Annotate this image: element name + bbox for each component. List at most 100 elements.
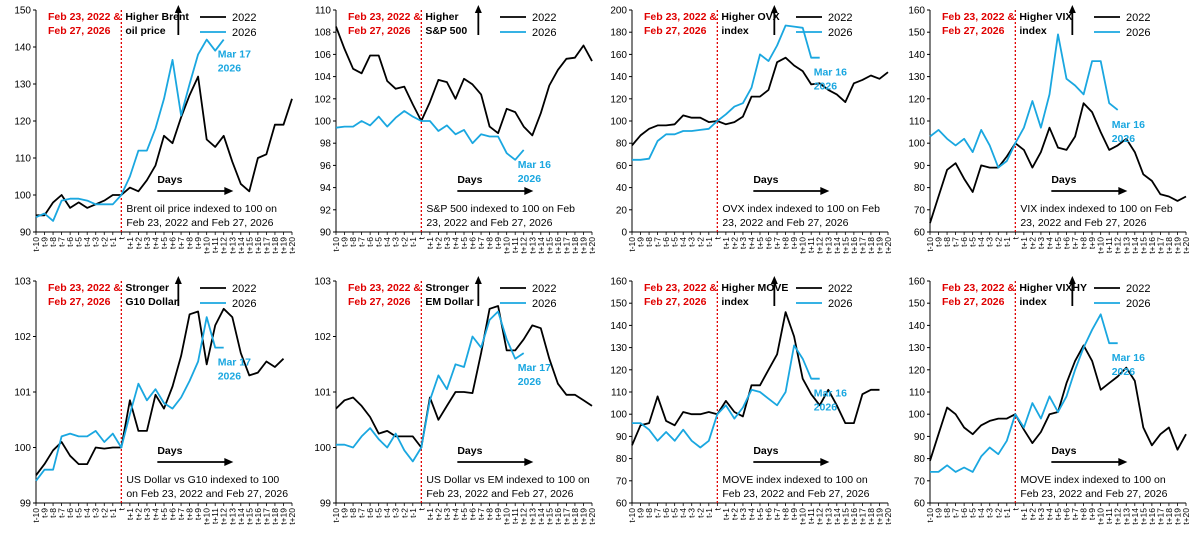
x-tick-label: t-3 bbox=[391, 237, 401, 247]
end-label: 2026 bbox=[518, 173, 542, 185]
up-arrow-head-icon bbox=[1068, 276, 1076, 284]
legend-label-2026: 2026 bbox=[232, 298, 256, 310]
x-tick-label: t-2 bbox=[993, 508, 1003, 518]
date-label: Feb 27, 2026 bbox=[942, 25, 1005, 37]
x-tick-label: t+19 bbox=[1172, 237, 1182, 254]
right-arrow-head-icon bbox=[524, 187, 534, 195]
x-tick-label: t+15 bbox=[244, 508, 254, 525]
x-tick-label: t-8 bbox=[942, 237, 952, 247]
x-tick-label: t+18 bbox=[1164, 237, 1174, 254]
series-line-2026 bbox=[632, 24, 820, 161]
x-tick-label: t-6 bbox=[65, 508, 75, 518]
chart-g10: 99100101102103t-10t-9t-8t-7t-6t-5t-4t-3t… bbox=[14, 276, 297, 525]
y-tick-label: 60 bbox=[914, 228, 926, 239]
y-tick-label: 106 bbox=[314, 50, 331, 61]
y-tick-label: 130 bbox=[610, 343, 627, 354]
date-label: Feb 27, 2026 bbox=[48, 296, 111, 308]
x-tick-label: t+13 bbox=[823, 508, 833, 525]
x-tick-label: t-9 bbox=[934, 237, 944, 247]
x-tick-label: t+10 bbox=[502, 508, 512, 525]
y-tick-label: 140 bbox=[908, 50, 925, 61]
y-tick-label: 103 bbox=[314, 277, 331, 288]
x-tick-label: t+8 bbox=[485, 237, 495, 249]
x-tick-label: t+7 bbox=[476, 508, 486, 520]
x-tick-label: t+17 bbox=[1155, 508, 1165, 525]
legend-label-2022: 2022 bbox=[232, 283, 256, 295]
x-tick-label: t+12 bbox=[519, 237, 529, 254]
x-tick-label: t-5 bbox=[74, 508, 84, 518]
series-line-2022 bbox=[35, 307, 285, 476]
x-tick-label: t+14 bbox=[1130, 237, 1140, 254]
days-label: Days bbox=[1051, 174, 1076, 186]
x-tick-label: t+9 bbox=[193, 237, 203, 249]
y-tick-label: 150 bbox=[610, 299, 627, 310]
end-label: Mar 17 bbox=[518, 362, 551, 374]
x-tick-label: t+1 bbox=[1019, 237, 1029, 249]
x-tick-label: t-5 bbox=[374, 237, 384, 247]
x-tick-label: t+10 bbox=[202, 237, 212, 254]
index-note: Feb 23, 2022 and Feb 27, 2026 bbox=[722, 488, 869, 500]
direction-label: S&P 500 bbox=[425, 25, 467, 37]
x-tick-label: t-8 bbox=[348, 237, 358, 247]
index-note: Feb 23, 2022 and Feb 27, 2026 bbox=[426, 488, 573, 500]
chart-spx: 9092949698100102104106108110t-10t-9t-8t-… bbox=[314, 5, 597, 254]
direction-label: index bbox=[721, 296, 749, 308]
right-arrow-head-icon bbox=[524, 458, 534, 466]
y-tick-label: 150 bbox=[14, 6, 31, 17]
end-label: Mar 16 bbox=[1112, 352, 1145, 364]
x-tick-label: t+6 bbox=[764, 237, 774, 249]
x-tick-label: t+19 bbox=[874, 237, 884, 254]
x-tick-label: t+16 bbox=[253, 508, 263, 525]
x-tick-label: t-9 bbox=[40, 508, 50, 518]
legend-label-2022: 2022 bbox=[532, 283, 556, 295]
x-tick-label: t+5 bbox=[1053, 237, 1063, 249]
y-tick-label: 103 bbox=[14, 277, 31, 288]
x-tick-label: t+4 bbox=[150, 508, 160, 520]
x-tick-label: t+2 bbox=[729, 237, 739, 249]
legend-label-2022: 2022 bbox=[232, 12, 256, 24]
x-tick-label: t bbox=[116, 507, 126, 510]
x-tick-label: t+11 bbox=[1104, 508, 1114, 524]
x-tick-label: t-4 bbox=[678, 508, 688, 518]
legend-label-2026: 2026 bbox=[1126, 27, 1150, 39]
x-tick-label: t-7 bbox=[57, 237, 67, 247]
right-arrow-head-icon bbox=[224, 458, 234, 466]
x-tick-label: t-4 bbox=[382, 508, 392, 518]
x-tick-label: t+20 bbox=[1181, 508, 1191, 525]
x-tick-label: t+8 bbox=[185, 237, 195, 249]
x-tick-label: t-10 bbox=[31, 237, 41, 252]
x-tick-label: t+6 bbox=[764, 508, 774, 520]
x-tick-label: t+2 bbox=[1027, 508, 1037, 520]
x-tick-label: t+8 bbox=[1079, 237, 1089, 249]
index-note: Feb 23, 2022 and Feb 27, 2026 bbox=[126, 217, 273, 229]
x-tick-label: t+10 bbox=[502, 237, 512, 254]
y-tick-label: 150 bbox=[908, 299, 925, 310]
x-tick-label: t-2 bbox=[399, 508, 409, 518]
x-tick-label: t-9 bbox=[636, 508, 646, 518]
date-label: Feb 23, 2022 & bbox=[348, 11, 421, 23]
y-tick-label: 140 bbox=[610, 321, 627, 332]
x-tick-label: t+9 bbox=[493, 237, 503, 249]
date-label: Feb 23, 2022 & bbox=[348, 282, 421, 294]
x-tick-label: t+13 bbox=[527, 508, 537, 525]
x-tick-label: t+13 bbox=[227, 237, 237, 254]
x-tick-label: t-3 bbox=[91, 508, 101, 518]
x-tick-label: t-2 bbox=[99, 237, 109, 247]
y-tick-label: 102 bbox=[314, 94, 331, 105]
x-tick-label: t+15 bbox=[1138, 237, 1148, 254]
x-tick-label: t+20 bbox=[587, 508, 597, 525]
series-line-2022 bbox=[335, 26, 593, 137]
x-tick-label: t+7 bbox=[176, 237, 186, 249]
x-tick-label: t-1 bbox=[108, 508, 118, 518]
x-tick-label: t-6 bbox=[661, 237, 671, 247]
y-tick-label: 140 bbox=[14, 43, 31, 54]
x-tick-label: t+4 bbox=[450, 237, 460, 249]
chart-move: 60708090100110120130140150160t-10t-9t-8t… bbox=[610, 276, 893, 525]
y-tick-label: 101 bbox=[314, 388, 331, 399]
direction-label: oil price bbox=[125, 25, 165, 37]
chart-ovx: 0 20 40 60 80 100 120 140 160 180 200 t-10t-9t-8t-7… bbox=[610, 5, 893, 254]
x-tick-label: t+17 bbox=[261, 508, 271, 525]
x-tick-label: t+8 bbox=[185, 508, 195, 520]
x-tick-label: t+6 bbox=[468, 508, 478, 520]
